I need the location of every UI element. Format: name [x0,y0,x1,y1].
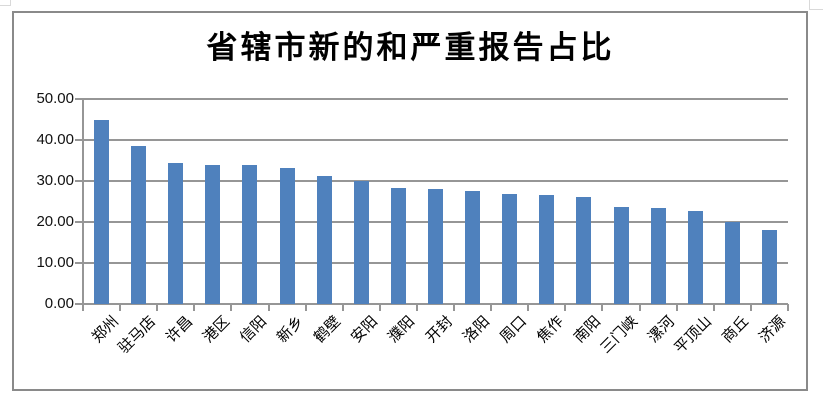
y-axis-tick [75,221,83,223]
bar-周口[interactable] [502,194,517,304]
x-axis-tick [490,304,492,311]
x-axis-tick [601,304,603,311]
y-gridline-50 [83,98,788,100]
bar-信阳[interactable] [242,165,257,304]
y-axis-line [82,98,84,305]
spreadsheet-gridline [0,5,10,6]
bar-驻马店[interactable] [131,146,146,304]
spreadsheet-gridline [809,9,823,10]
bar-许昌[interactable] [168,163,183,304]
bar-济源[interactable] [762,230,777,304]
chart-title: 省辖市新的和严重报告占比 [206,30,615,66]
x-axis-tick [379,304,381,311]
spreadsheet-gridline [809,0,810,9]
x-axis-tick [527,304,529,311]
bar-平顶山[interactable] [688,211,703,304]
bar-焦作[interactable] [539,195,554,304]
y-axis-tick [75,262,83,264]
x-axis-tick [305,304,307,311]
y-axis-tick-label: 20.00 [36,213,74,230]
bar-鹤壁[interactable] [317,176,332,304]
y-axis-tick-label: 10.00 [36,254,74,271]
bar-安阳[interactable] [354,181,369,304]
bar-濮阳[interactable] [391,188,406,304]
x-axis-tick [268,304,270,311]
x-axis-tick [342,304,344,311]
y-axis-tick-label: 40.00 [36,131,74,148]
bar-港区[interactable] [205,165,220,304]
x-axis-tick [416,304,418,311]
x-axis-tick [564,304,566,311]
bar-漯河[interactable] [651,208,666,304]
y-axis-tick [75,303,83,305]
y-gridline-30 [83,180,788,182]
x-axis-tick [676,304,678,311]
bar-三门峡[interactable] [614,207,629,304]
bar-新乡[interactable] [280,168,295,304]
bar-开封[interactable] [428,189,443,304]
spreadsheet-gridline [10,0,11,6]
y-axis-tick [75,180,83,182]
y-axis-tick-label: 30.00 [36,172,74,189]
x-axis-tick [82,304,84,311]
y-axis-tick [75,98,83,100]
bar-商丘[interactable] [725,222,740,304]
bar-郑州[interactable] [94,120,109,304]
x-axis-tick [193,304,195,311]
x-axis-tick [713,304,715,311]
y-gridline-40 [83,139,788,141]
x-axis-tick [639,304,641,311]
y-axis-tick-label: 0.00 [44,295,74,312]
x-axis-tick [787,304,789,311]
x-axis-tick [156,304,158,311]
x-axis-tick [750,304,752,311]
bar-南阳[interactable] [576,197,591,304]
y-gridline-0 [83,303,788,305]
x-axis-tick [230,304,232,311]
x-axis-tick [119,304,121,311]
bar-洛阳[interactable] [465,191,480,304]
x-axis-tick [453,304,455,311]
y-axis-tick [75,139,83,141]
y-axis-tick-label: 50.00 [36,90,74,107]
